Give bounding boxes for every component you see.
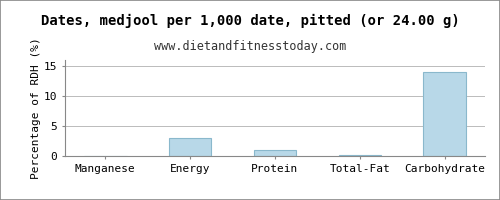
- Bar: [424, 72, 466, 156]
- Text: Dates, medjool per 1,000 date, pitted (or 24.00 g): Dates, medjool per 1,000 date, pitted (o…: [40, 14, 460, 28]
- Text: www.dietandfitnesstoday.com: www.dietandfitnesstoday.com: [154, 40, 346, 53]
- Bar: [254, 150, 296, 156]
- Bar: [169, 138, 212, 156]
- Bar: [338, 155, 381, 156]
- Y-axis label: Percentage of RDH (%): Percentage of RDH (%): [31, 37, 41, 179]
